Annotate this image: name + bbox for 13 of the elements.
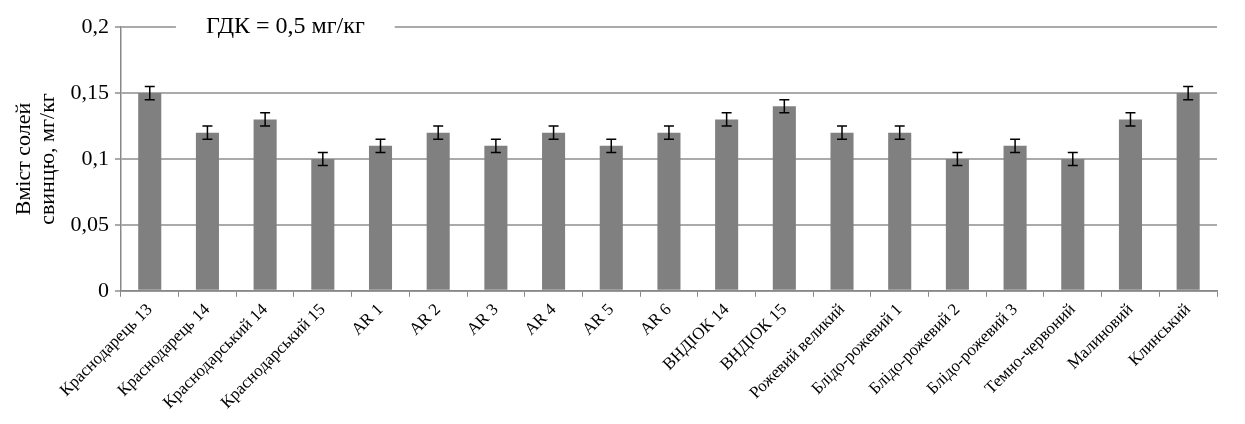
x-tick-label: AR 3 xyxy=(462,299,502,339)
y-tick-label: 0,05 xyxy=(70,210,109,236)
x-tick-label: AR 6 xyxy=(635,299,675,339)
x-tick-label: AR 4 xyxy=(520,299,560,339)
y-tick-label: 0,2 xyxy=(81,12,109,38)
x-tick-label: AR 1 xyxy=(347,299,387,339)
annotation: ГДК = 0,5 мг/кг xyxy=(205,12,365,39)
y-tick-label: 0,15 xyxy=(70,78,109,104)
y-tick-label: 0 xyxy=(97,276,109,302)
y-axis-title: Вміст солей свинцю, мг/кг xyxy=(9,93,60,225)
x-tick-label: AR 2 xyxy=(405,299,445,339)
x-tick-label: AR 5 xyxy=(578,299,618,339)
y-tick-label: 0,1 xyxy=(81,144,109,170)
